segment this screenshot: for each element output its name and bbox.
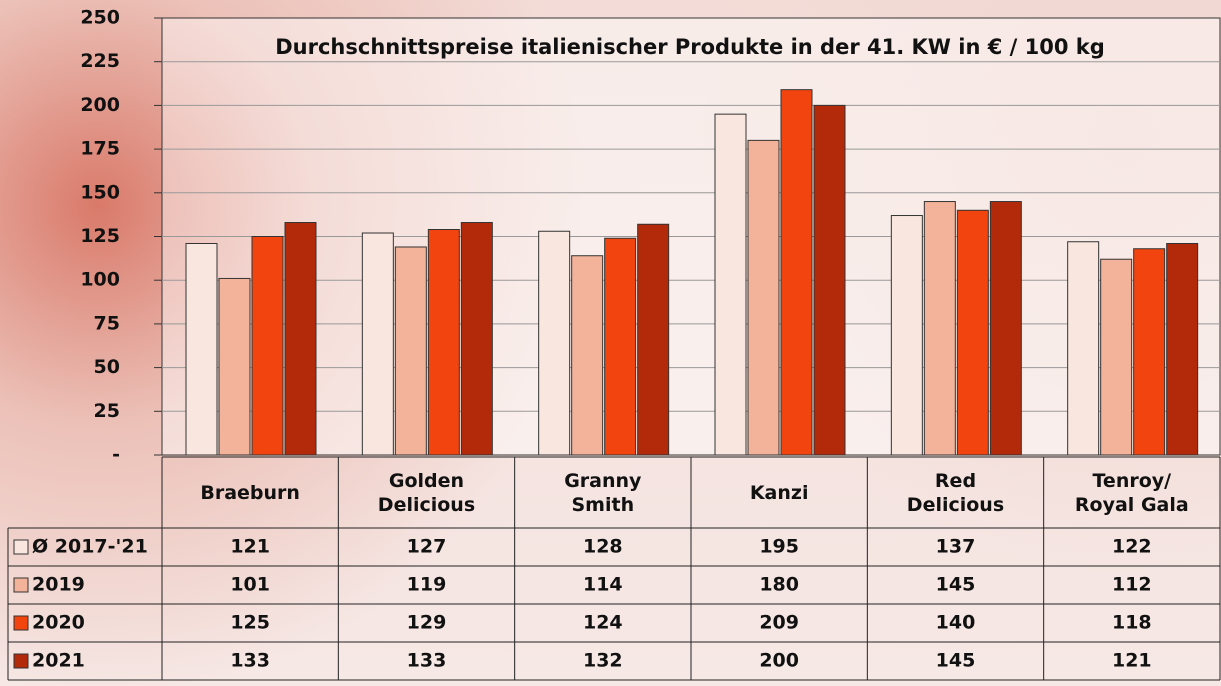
- bar: [890, 215, 923, 456]
- bar: [538, 230, 571, 456]
- bar: [747, 139, 780, 456]
- legend-label: Ø 2017-'21: [32, 536, 148, 558]
- bar: [714, 113, 747, 456]
- category-label: Braeburn: [162, 457, 338, 528]
- bar: [218, 277, 251, 456]
- table-value: 195: [759, 536, 799, 558]
- y-tick-label: 125: [80, 225, 120, 247]
- bar: [923, 201, 956, 456]
- table-value: 121: [230, 536, 270, 558]
- y-tick-label: 75: [94, 312, 120, 334]
- legend-swatch: [13, 539, 29, 555]
- table-value: 180: [759, 574, 799, 596]
- legend-swatch: [13, 577, 29, 593]
- table-value: 122: [1112, 536, 1152, 558]
- table-value: 132: [583, 650, 623, 672]
- category-text: Tenroy/ Royal Gala: [1074, 469, 1189, 516]
- category-label: Granny Smith: [515, 457, 691, 528]
- bar: [1067, 241, 1100, 456]
- category-label: Golden Delicious: [338, 457, 514, 528]
- bar: [361, 232, 394, 456]
- y-tick-label: 200: [80, 94, 120, 116]
- category-label: Kanzi: [691, 457, 867, 528]
- table-value: 209: [759, 612, 799, 634]
- bar: [956, 209, 989, 456]
- bar: [1100, 258, 1133, 456]
- table-value: 128: [583, 536, 623, 558]
- legend-label: 2019: [32, 574, 85, 596]
- bar: [1133, 248, 1166, 456]
- y-tick-label: -: [112, 444, 120, 466]
- category-text: Granny Smith: [564, 469, 642, 516]
- table-value: 200: [759, 650, 799, 672]
- category-text: Golden Delicious: [377, 469, 476, 516]
- table-value: 137: [936, 536, 976, 558]
- category-text: Red Delicious: [906, 469, 1005, 516]
- table-value: 140: [936, 612, 976, 634]
- table-value: 129: [407, 612, 447, 634]
- table-value: 127: [407, 536, 447, 558]
- bar: [637, 223, 670, 456]
- category-label: Tenroy/ Royal Gala: [1044, 457, 1220, 528]
- table-value: 118: [1112, 612, 1152, 634]
- chart-title: Durchschnittspreise italienischer Produk…: [275, 35, 1105, 59]
- y-tick-label: 225: [80, 50, 120, 72]
- category-text: Braeburn: [200, 481, 300, 504]
- table-value: 114: [583, 574, 623, 596]
- bar: [813, 104, 846, 456]
- bar: [185, 242, 218, 456]
- legend-swatch: [13, 615, 29, 631]
- y-tick-label: 100: [80, 269, 120, 291]
- table-value: 101: [230, 574, 270, 596]
- table-value: 124: [583, 612, 623, 634]
- y-tick-label: 150: [80, 181, 120, 203]
- bar: [780, 89, 813, 456]
- table-value: 119: [407, 574, 447, 596]
- bar: [571, 255, 604, 456]
- legend-swatch: [13, 653, 29, 669]
- bar: [284, 222, 317, 456]
- table-value: 133: [407, 650, 447, 672]
- y-tick-label: 25: [94, 400, 120, 422]
- bar: [604, 237, 637, 456]
- bar: [394, 246, 427, 456]
- table-value: 121: [1112, 650, 1152, 672]
- y-tick-label: 175: [80, 138, 120, 160]
- table-value: 125: [230, 612, 270, 634]
- legend-label: 2020: [32, 612, 85, 634]
- table-value: 133: [230, 650, 270, 672]
- bar: [460, 222, 493, 456]
- bar: [251, 236, 284, 456]
- category-text: Kanzi: [749, 481, 809, 504]
- y-tick-label: 50: [94, 356, 120, 378]
- legend-label: 2021: [32, 650, 85, 672]
- bar: [989, 201, 1022, 456]
- table-value: 145: [936, 574, 976, 596]
- bar: [1166, 242, 1199, 456]
- bar: [427, 229, 460, 456]
- table-value: 112: [1112, 574, 1152, 596]
- y-tick-label: 250: [80, 7, 120, 29]
- table-value: 145: [936, 650, 976, 672]
- category-label: Red Delicious: [867, 457, 1043, 528]
